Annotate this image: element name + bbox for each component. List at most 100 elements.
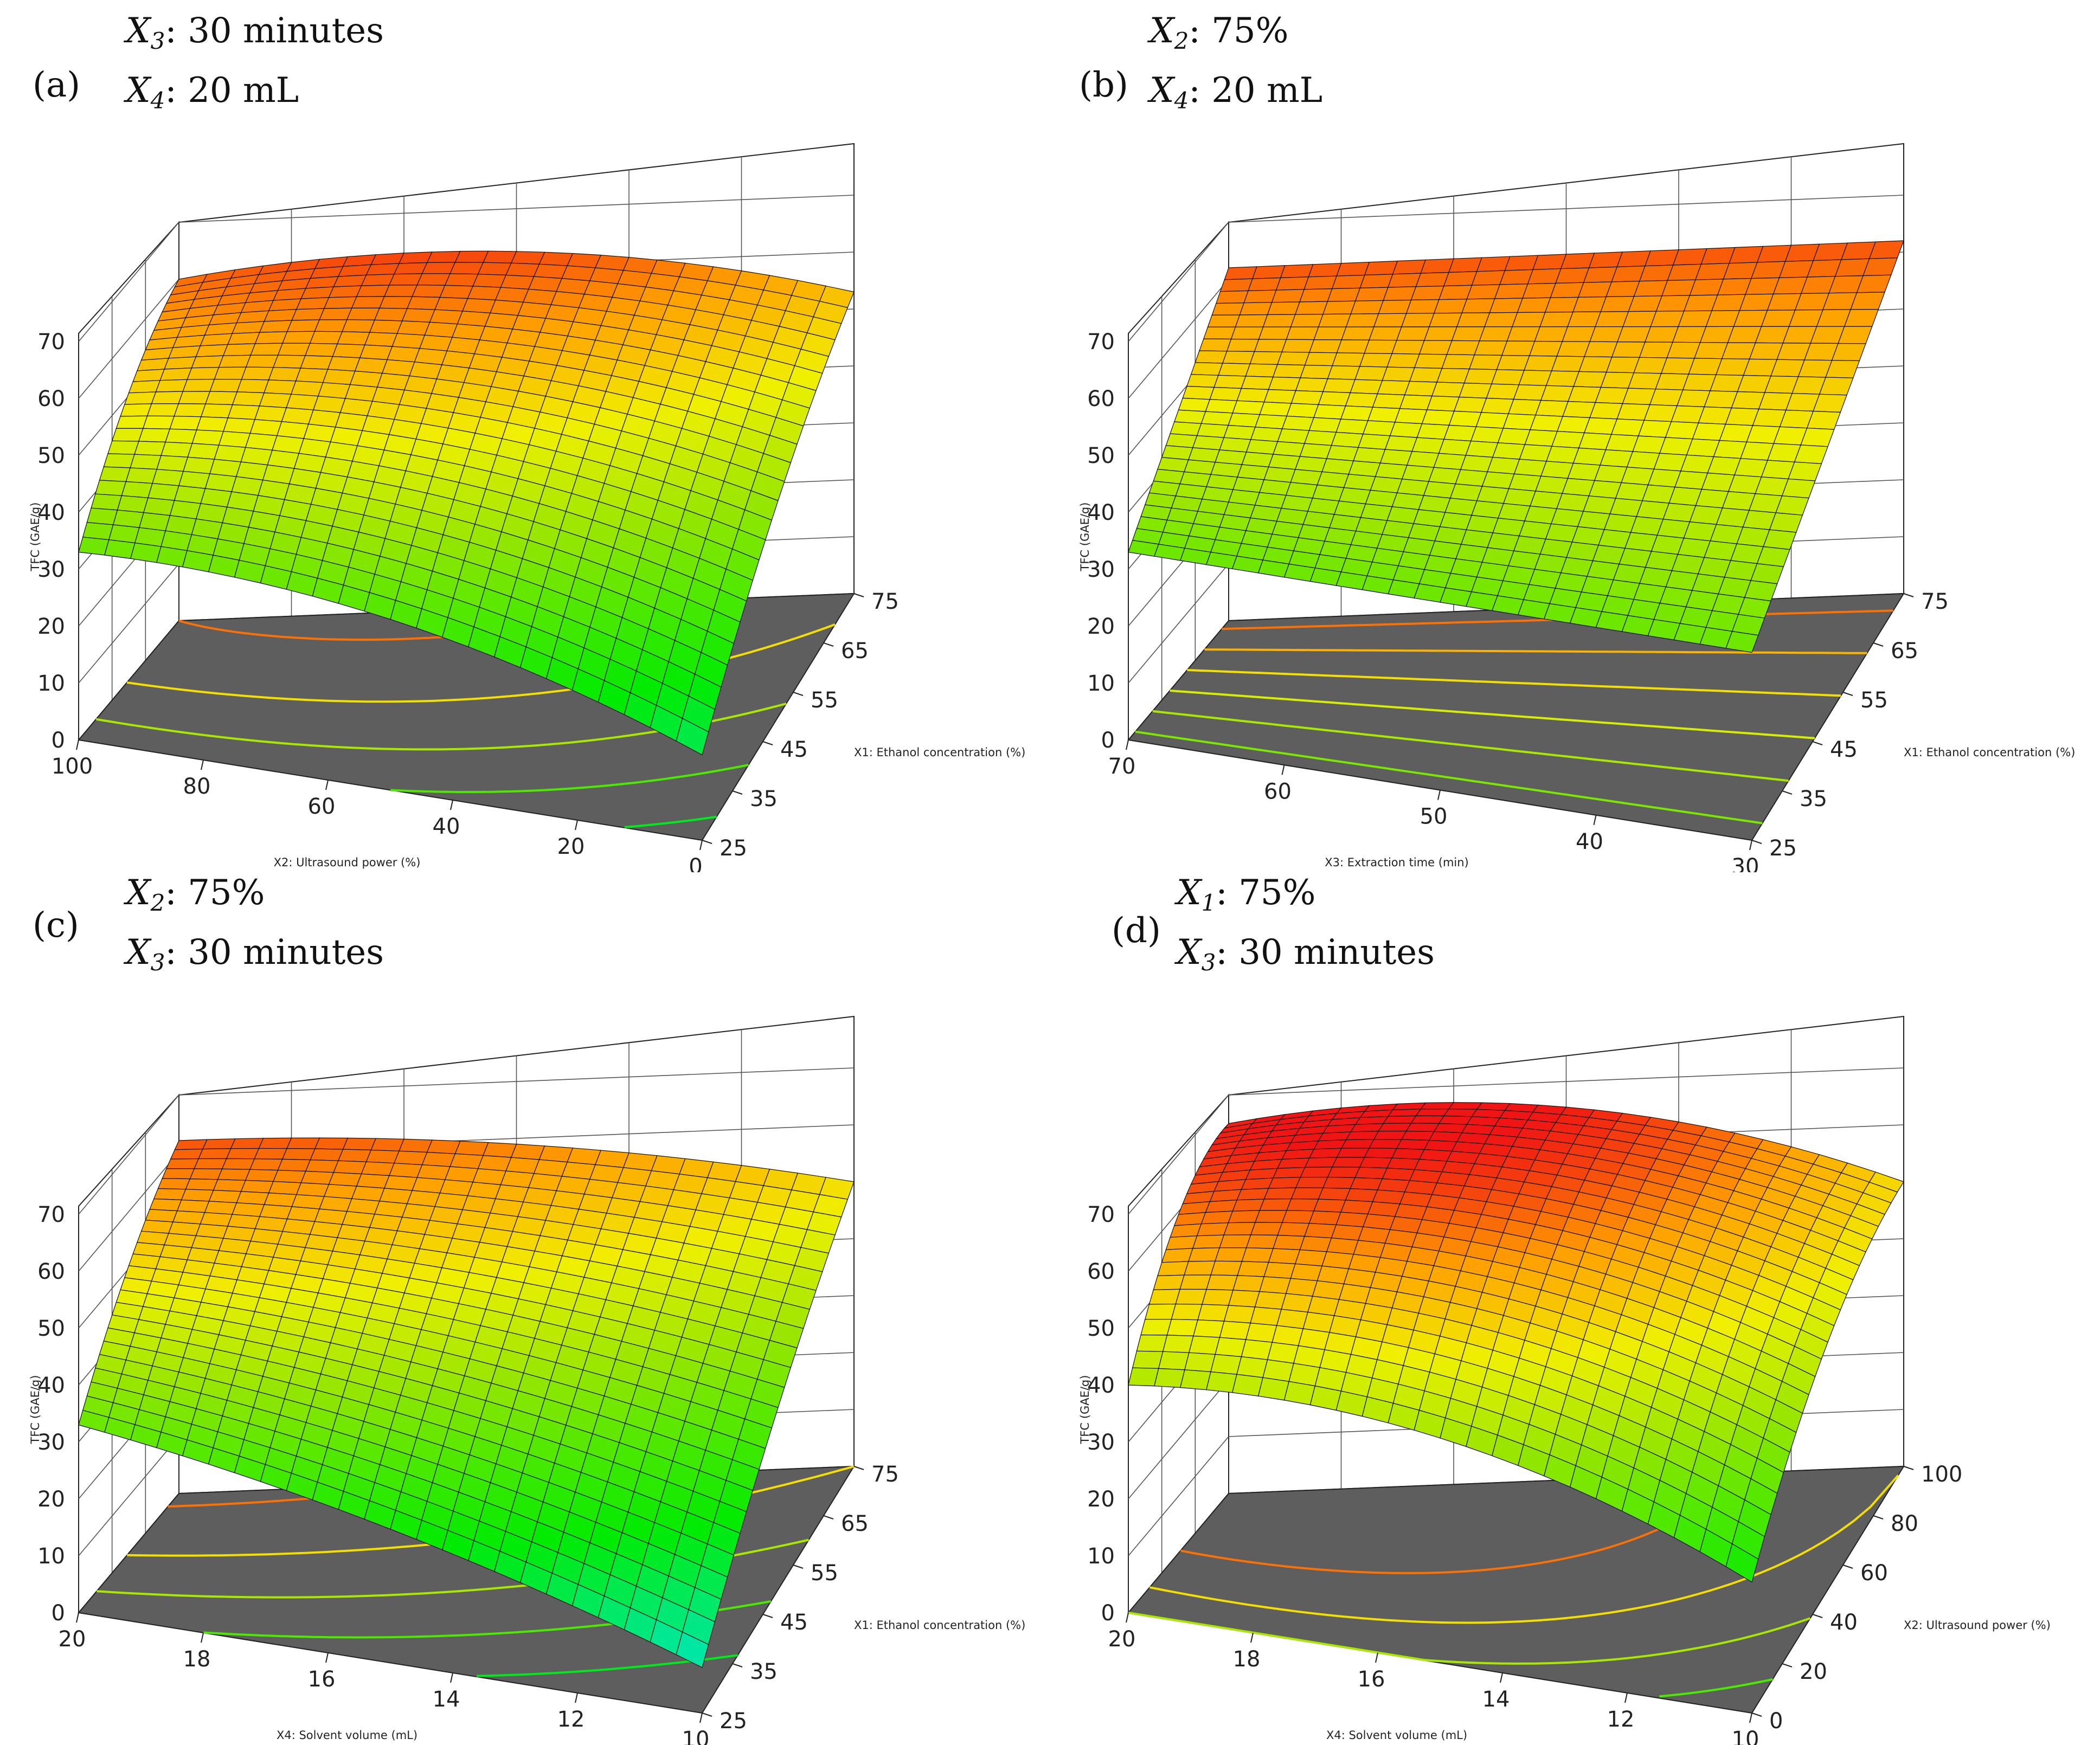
response-surface: [1128, 1102, 1904, 1583]
z-tick-label: 20: [1087, 1487, 1115, 1512]
y-tick-label: 12: [1607, 1707, 1635, 1732]
chart-panel-b: 0 10 20 30 40 50 60 70 TFC (GAE/g) 25 35 45 55 65 75 X1…: [1050, 0, 2099, 872]
y-tick-label: 60: [308, 794, 336, 819]
y-tick-label: 10: [1732, 1727, 1759, 1745]
y-tick-label: 20: [1108, 1627, 1136, 1652]
z-tick-label: 20: [1087, 614, 1115, 639]
z-tick-label: 0: [52, 728, 65, 753]
x-tick-label: 55: [1860, 688, 1888, 713]
y-tick-label: 80: [183, 774, 211, 799]
contour-line: [1152, 710, 1789, 782]
x-tick-label: 65: [841, 1511, 869, 1536]
z-tick-label: 40: [1087, 1373, 1115, 1398]
contour-line: [624, 815, 717, 828]
z-tick-label: 60: [37, 387, 65, 411]
fixed-condition-label: X3: 30 minutes: [1177, 932, 1435, 976]
y-tick-label: 50: [1420, 804, 1448, 829]
x-tick-label: 100: [1921, 1462, 1962, 1487]
contour-line: [1659, 1678, 1773, 1698]
z-tick-label: 60: [1087, 1259, 1115, 1284]
x-tick-label: 75: [1921, 589, 1949, 614]
x-tick-label: 0: [1769, 1709, 1783, 1734]
contour-line: [1180, 1494, 1713, 1574]
z-tick-label: 30: [37, 557, 65, 582]
contour-line: [1187, 669, 1841, 697]
response-surface: [78, 1137, 855, 1668]
x-tick-label: 45: [780, 737, 808, 762]
z-tick-label: 70: [1087, 330, 1115, 355]
x-tick-label: 25: [1769, 836, 1797, 861]
x-tick-label: 65: [1891, 639, 1918, 664]
z-tick-label: 60: [1087, 387, 1115, 411]
x-tick-label: 45: [1830, 737, 1858, 762]
fixed-condition-label: X4: 20 mL: [126, 70, 299, 114]
z-axis-label: TFC (GAE/g): [29, 1375, 42, 1445]
contour-line: [390, 764, 749, 793]
z-tick-label: 10: [37, 671, 65, 696]
y-tick-label: 18: [183, 1647, 211, 1672]
chart-panel-a: 0 10 20 30 40 50 60 70 TFC (GAE/g) 25 35 45 55 65 75 X1…: [0, 0, 1050, 872]
chart-panel-d: 0 10 20 30 40 50 60 70 TFC (GAE/g) 0 20 40 60 80 100 X2…: [1050, 873, 2099, 1745]
z-axis-label: TFC (GAE/g): [29, 503, 42, 572]
y-tick-label: 10: [682, 1727, 710, 1745]
fixed-condition-label: X2: 75%: [1149, 11, 1289, 54]
y-tick-label: 70: [1108, 754, 1136, 779]
contour-line: [1170, 690, 1815, 739]
z-axis-label: TFC (GAE/g): [1078, 1375, 1091, 1445]
x-tick-label: 55: [811, 688, 838, 713]
fixed-condition-label: X4: 20 mL: [1149, 70, 1323, 114]
z-tick-label: 20: [37, 614, 65, 639]
z-tick-label: 0: [1101, 728, 1115, 753]
z-tick-label: 0: [52, 1601, 65, 1626]
fixed-condition-label: X3: 30 minutes: [126, 11, 384, 54]
y-tick-label: 18: [1233, 1647, 1261, 1672]
contour-line: [1135, 730, 1763, 825]
z-tick-label: 20: [37, 1487, 65, 1512]
panel-label: (d): [1112, 911, 1161, 951]
y-tick-label: 14: [1482, 1687, 1510, 1712]
y-tick-label: 30: [1732, 854, 1759, 872]
panel-label: (c): [33, 905, 79, 945]
z-tick-label: 70: [37, 330, 65, 355]
z-tick-label: 30: [1087, 1430, 1115, 1455]
panel-label: (a): [33, 65, 81, 105]
y-tick-label: 100: [52, 754, 93, 779]
y-tick-label: 16: [1358, 1667, 1385, 1692]
z-tick-label: 70: [1087, 1202, 1115, 1227]
y-tick-label: 16: [308, 1667, 336, 1692]
z-tick-label: 10: [1087, 1544, 1115, 1569]
contour-line: [1204, 648, 1867, 654]
x-tick-label: 45: [780, 1610, 808, 1635]
z-tick-label: 50: [37, 443, 65, 468]
x-tick-label: 75: [871, 1462, 899, 1487]
x-tick-label: 55: [811, 1561, 838, 1586]
z-tick-label: 50: [1087, 1316, 1115, 1341]
z-tick-label: 50: [37, 1316, 65, 1341]
response-surface: [1128, 240, 1904, 653]
x-tick-label: 60: [1860, 1561, 1888, 1586]
x-tick-label: 75: [871, 589, 899, 614]
fixed-condition-label: X2: 75%: [126, 873, 265, 916]
x-tick-label: 40: [1830, 1610, 1858, 1635]
contour-floor: [1127, 1465, 1905, 1714]
fixed-condition-label: X3: 30 minutes: [126, 932, 384, 976]
y-tick-label: 40: [433, 814, 460, 839]
x-tick-label: 80: [1891, 1511, 1918, 1536]
z-tick-label: 50: [1087, 443, 1115, 468]
response-surface: [78, 250, 855, 756]
z-tick-label: 10: [37, 1544, 65, 1569]
z-tick-label: 40: [1087, 500, 1115, 525]
fixed-condition-label: X1: 75%: [1177, 873, 1316, 916]
x-axis-label: X1: Ethanol concentration (%): [1904, 746, 2075, 759]
y-tick-label: 60: [1264, 779, 1292, 804]
z-tick-label: 40: [37, 1373, 65, 1398]
z-tick-label: 60: [37, 1259, 65, 1284]
z-axis-label: TFC (GAE/g): [1078, 503, 1091, 572]
y-axis-label: X3: Extraction time (min): [1325, 856, 1468, 869]
x-tick-label: 20: [1800, 1659, 1827, 1684]
x-tick-label: 35: [750, 787, 778, 812]
z-tick-label: 10: [1087, 671, 1115, 696]
